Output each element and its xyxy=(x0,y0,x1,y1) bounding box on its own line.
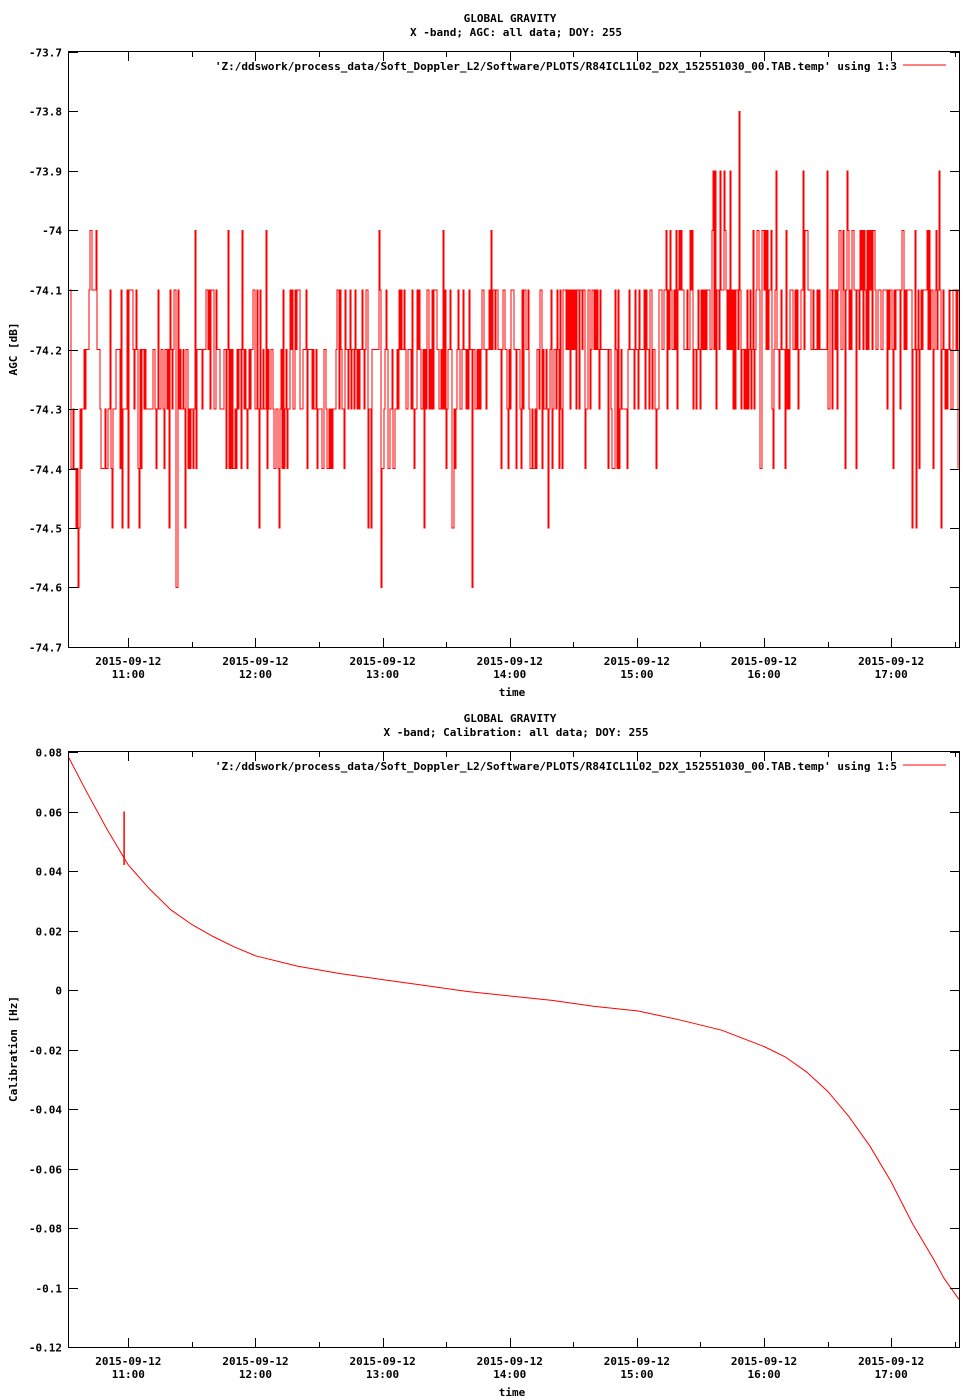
agc-series xyxy=(70,111,959,588)
agc-y-ticks: -73.7 -73.8 -73.9 -74 -74.1 -74.2 -74.3 -74.4 -7… xyxy=(29,47,959,655)
calibration-y-tick-label: -0.02 xyxy=(29,1045,62,1058)
agc-y-tick-label: -74.4 xyxy=(29,464,62,477)
calibration-y-tick-label: -0.06 xyxy=(29,1164,62,1177)
agc-y-tick-label: -73.9 xyxy=(29,166,62,179)
agc-x-tick-time: 11:00 xyxy=(112,668,145,681)
agc-y-tick-label: -74.5 xyxy=(29,523,62,536)
agc-y-tick-label: -74.1 xyxy=(29,285,62,298)
calibration-x-axis-label: time xyxy=(499,1386,526,1399)
agc-chart-subtitle: X -band; AGC: all data; DOY: 255 xyxy=(410,26,622,39)
calibration-x-tick-date: 2015-09-12 xyxy=(477,1355,543,1368)
agc-x-tick-date: 2015-09-12 xyxy=(858,655,924,668)
agc-plot-frame xyxy=(68,51,960,648)
agc-x-tick-date: 2015-09-12 xyxy=(95,655,161,668)
agc-y-tick-label: -74.2 xyxy=(29,345,62,358)
agc-y-tick-label: -73.8 xyxy=(29,106,62,119)
agc-x-tick-date: 2015-09-12 xyxy=(731,655,797,668)
calibration-x-tick-time: 14:00 xyxy=(493,1368,526,1381)
calibration-x-tick-time: 15:00 xyxy=(620,1368,653,1381)
calibration-x-tick-date: 2015-09-12 xyxy=(731,1355,797,1368)
agc-chart: GLOBAL GRAVITY X -band; AGC: all data; D… xyxy=(7,12,960,699)
calibration-x-tick-date: 2015-09-12 xyxy=(222,1355,288,1368)
calibration-y-tick-label: 0.04 xyxy=(36,866,63,879)
agc-y-tick-label: -73.7 xyxy=(29,47,62,60)
calibration-y-axis-label: Calibration [Hz] xyxy=(7,996,20,1102)
agc-y-tick-label: -74.3 xyxy=(29,404,62,417)
calibration-x-tick-time: 16:00 xyxy=(747,1368,780,1381)
agc-x-axis-label: time xyxy=(499,686,526,699)
agc-y-axis-label: AGC [dB] xyxy=(7,323,20,376)
agc-legend-label: 'Z:/ddswork/process_data/Soft_Doppler_L2… xyxy=(215,60,897,73)
agc-x-tick-date: 2015-09-12 xyxy=(477,655,543,668)
calibration-y-tick-label: 0 xyxy=(55,985,62,998)
calibration-series-line xyxy=(68,757,960,1300)
agc-x-tick-time: 17:00 xyxy=(875,668,908,681)
calibration-x-tick-date: 2015-09-12 xyxy=(604,1355,670,1368)
calibration-y-tick-label: 0.06 xyxy=(36,807,63,820)
agc-x-ticks: 2015-09-1211:002015-09-1212:002015-09-12… xyxy=(95,52,956,681)
agc-x-tick-date: 2015-09-12 xyxy=(350,655,416,668)
calibration-chart-subtitle: X -band; Calibration: all data; DOY: 255 xyxy=(384,726,649,739)
calibration-x-ticks: 2015-09-1211:002015-09-1212:002015-09-12… xyxy=(95,752,956,1381)
agc-x-tick-date: 2015-09-12 xyxy=(604,655,670,668)
calibration-chart: GLOBAL GRAVITY X -band; Calibration: all… xyxy=(7,712,960,1399)
calibration-plot-frame xyxy=(68,751,960,1348)
calibration-y-tick-label: -0.12 xyxy=(29,1342,62,1355)
calibration-legend-label: 'Z:/ddswork/process_data/Soft_Doppler_L2… xyxy=(215,760,897,773)
agc-x-tick-time: 15:00 xyxy=(620,668,653,681)
agc-x-tick-date: 2015-09-12 xyxy=(222,655,288,668)
agc-x-tick-time: 13:00 xyxy=(366,668,399,681)
calibration-x-tick-time: 11:00 xyxy=(112,1368,145,1381)
calibration-series xyxy=(68,757,960,1300)
agc-x-tick-time: 12:00 xyxy=(239,668,272,681)
agc-x-tick-time: 14:00 xyxy=(493,668,526,681)
agc-y-tick-label: -74.6 xyxy=(29,582,62,595)
agc-x-tick-time: 16:00 xyxy=(747,668,780,681)
calibration-x-tick-time: 13:00 xyxy=(366,1368,399,1381)
calibration-y-tick-label: -0.04 xyxy=(29,1104,62,1117)
agc-chart-title: GLOBAL GRAVITY xyxy=(464,12,557,25)
calibration-y-tick-label: -0.1 xyxy=(36,1283,63,1296)
calibration-y-ticks: 0.08 0.06 0.04 0.02 0 -0.02 -0.04 -0.06 -0.08 -0.… xyxy=(29,747,959,1355)
calibration-chart-title: GLOBAL GRAVITY xyxy=(464,712,557,725)
agc-series-line xyxy=(70,111,959,588)
calibration-x-tick-date: 2015-09-12 xyxy=(95,1355,161,1368)
calibration-x-tick-time: 12:00 xyxy=(239,1368,272,1381)
calibration-x-tick-date: 2015-09-12 xyxy=(858,1355,924,1368)
agc-y-tick-label: -74.7 xyxy=(29,642,62,655)
calibration-y-tick-label: 0.08 xyxy=(36,747,63,760)
calibration-x-tick-time: 17:00 xyxy=(875,1368,908,1381)
calibration-x-tick-date: 2015-09-12 xyxy=(350,1355,416,1368)
agc-y-tick-label: -74 xyxy=(42,225,62,238)
calibration-y-tick-label: 0.02 xyxy=(36,926,63,939)
calibration-y-tick-label: -0.08 xyxy=(29,1223,62,1236)
